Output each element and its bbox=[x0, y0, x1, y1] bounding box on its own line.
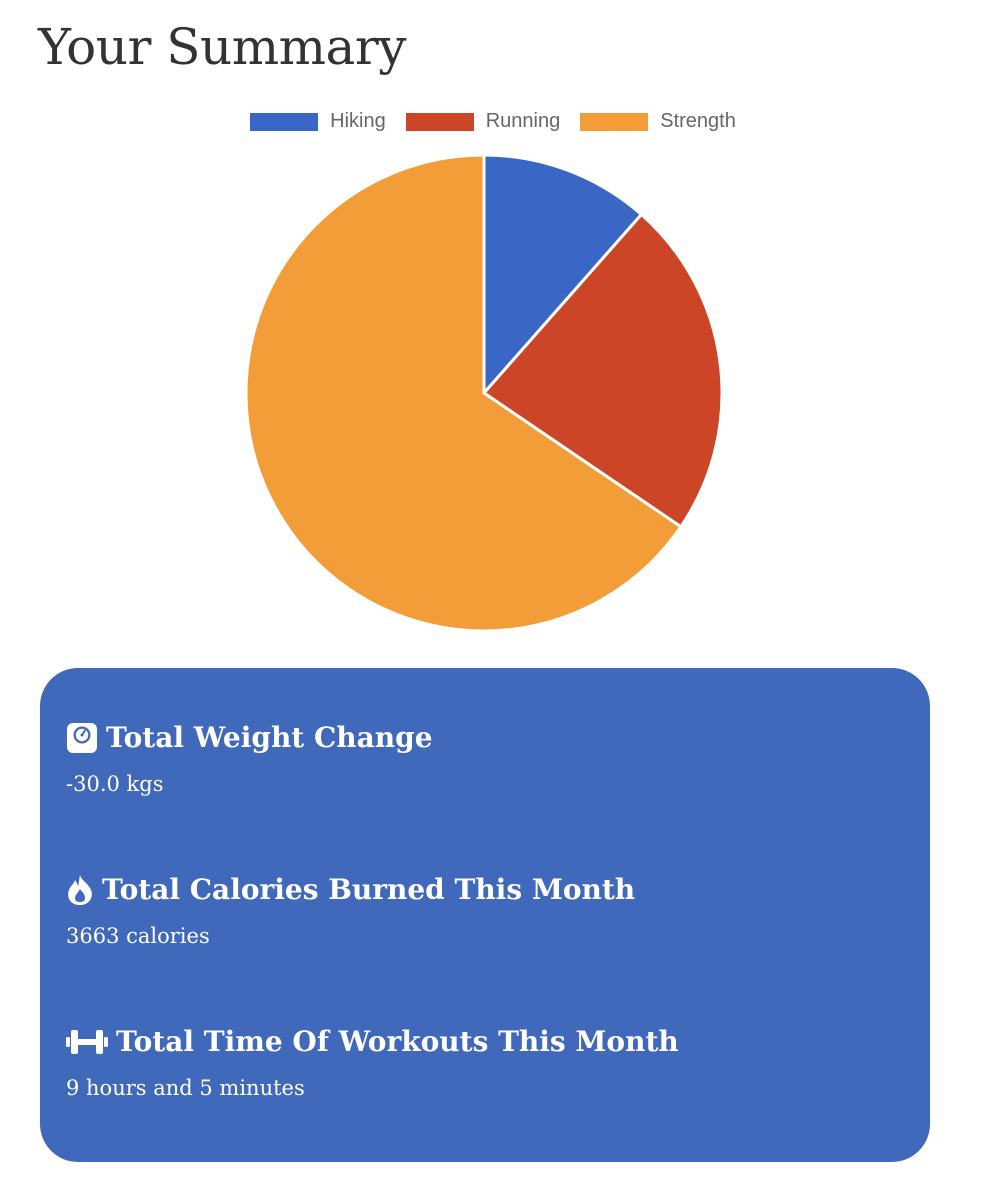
stat-weight-change: Total Weight Change -30.0 kgs bbox=[66, 720, 433, 798]
weight-scale-icon bbox=[66, 722, 98, 754]
legend-label-running: Running bbox=[485, 110, 561, 132]
stat-label-workout-time: Total Time Of Workouts This Month bbox=[116, 1025, 679, 1058]
stat-value-workout-time: 9 hours and 5 minutes bbox=[66, 1076, 305, 1100]
stat-workout-time: Total Time Of Workouts This Month 9 hour… bbox=[66, 1024, 679, 1102]
legend-swatch-strength bbox=[580, 112, 649, 131]
pie-slice-strength[interactable] bbox=[244, 153, 683, 633]
dumbbell-icon bbox=[66, 1028, 108, 1056]
legend-label-hiking: Hiking bbox=[330, 110, 386, 132]
pie-slice-running[interactable] bbox=[482, 212, 724, 529]
legend-label-strength: Strength bbox=[660, 110, 736, 132]
stat-heading-weight-change: Total Weight Change bbox=[66, 720, 433, 756]
legend-swatch-running bbox=[405, 112, 474, 131]
pie-chart-svg bbox=[244, 153, 724, 633]
page-title: Your Summary bbox=[38, 18, 407, 76]
legend-item-strength[interactable]: Strength bbox=[580, 110, 736, 133]
legend-item-hiking[interactable]: Hiking bbox=[250, 110, 386, 133]
pie-slice-hiking[interactable] bbox=[482, 153, 643, 395]
legend-item-running[interactable]: Running bbox=[405, 110, 561, 133]
fire-icon bbox=[66, 874, 94, 906]
stat-value-weight-change: -30.0 kgs bbox=[66, 772, 164, 796]
stat-value-calories-burned: 3663 calories bbox=[66, 924, 210, 948]
stat-heading-workout-time: Total Time Of Workouts This Month bbox=[66, 1024, 679, 1060]
summary-card: Total Weight Change -30.0 kgs Total Calo… bbox=[40, 668, 930, 1162]
legend-swatch-hiking bbox=[250, 112, 319, 131]
stat-heading-calories-burned: Total Calories Burned This Month bbox=[66, 872, 635, 908]
activity-pie-chart: Hiking Running Strength bbox=[0, 100, 986, 645]
stat-calories-burned: Total Calories Burned This Month 3663 ca… bbox=[66, 872, 635, 950]
chart-legend: Hiking Running Strength bbox=[0, 110, 986, 133]
stat-label-weight-change: Total Weight Change bbox=[106, 721, 433, 754]
stat-label-calories-burned: Total Calories Burned This Month bbox=[102, 873, 636, 906]
